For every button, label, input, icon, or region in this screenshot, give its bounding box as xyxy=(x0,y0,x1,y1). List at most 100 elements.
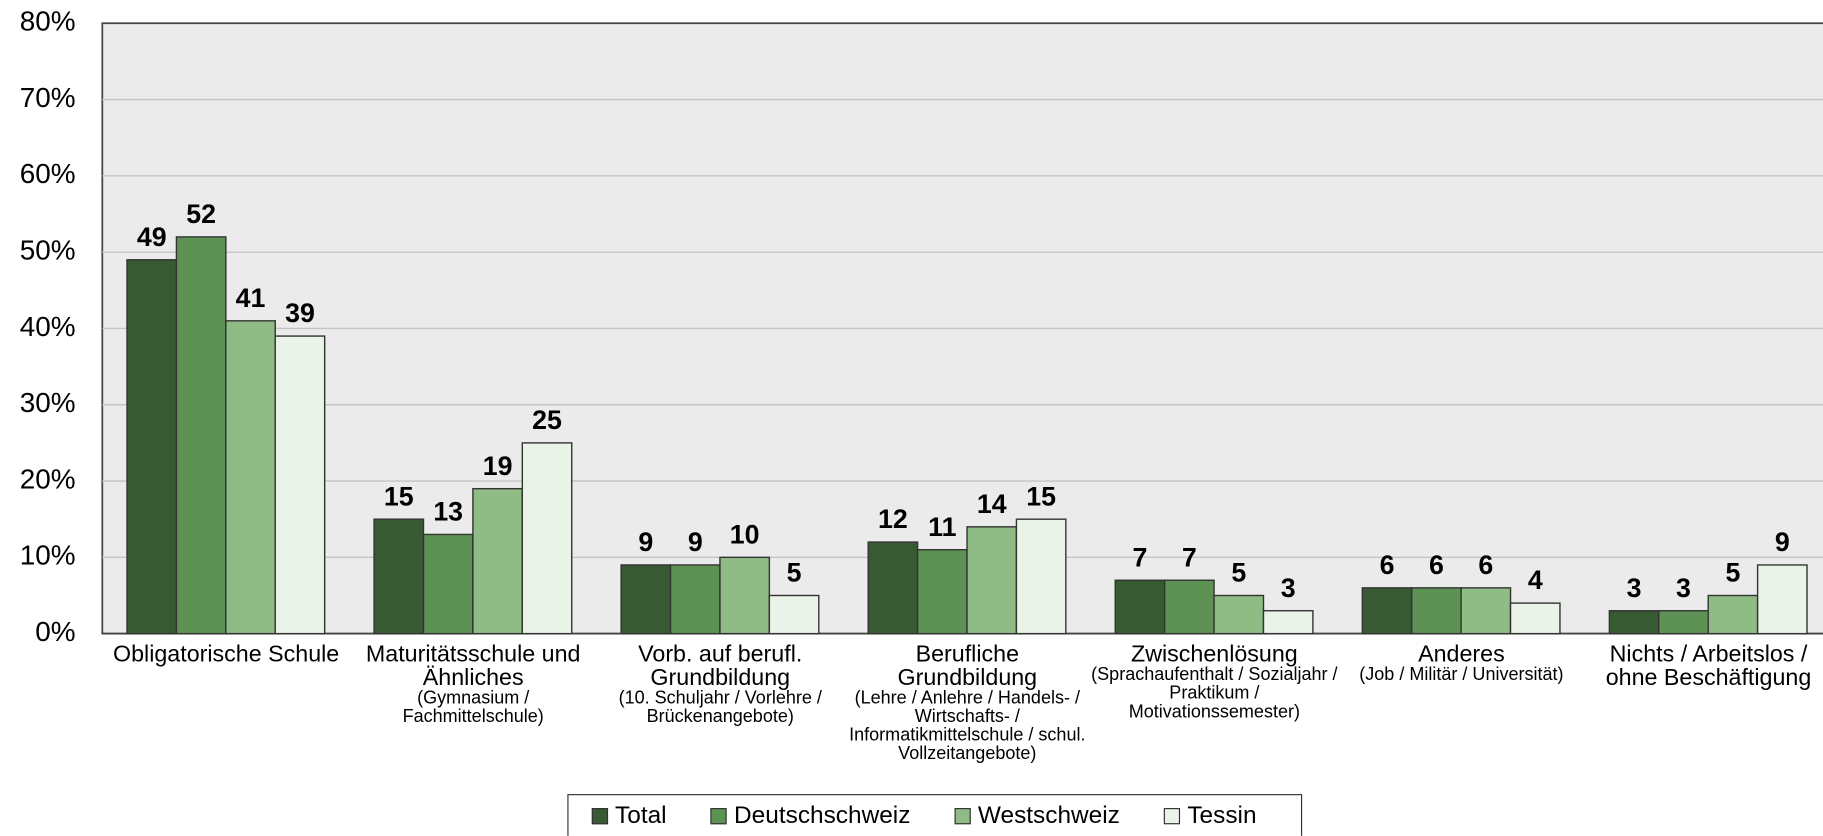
bar xyxy=(1460,587,1512,635)
data-label: 11 xyxy=(928,512,956,542)
legend-swatch xyxy=(591,808,609,825)
data-label: 7 xyxy=(1133,542,1148,572)
legend-swatch xyxy=(954,808,971,825)
category-main: Maturitätsschule und Ähnliches xyxy=(365,641,581,691)
bar xyxy=(1361,587,1413,635)
bar xyxy=(422,533,474,635)
bar xyxy=(225,320,276,635)
data-label: 13 xyxy=(433,497,463,527)
data-label: 25 xyxy=(532,405,562,435)
data-label: 5 xyxy=(1231,558,1246,588)
y-tick-label: 60% xyxy=(20,158,76,189)
bar xyxy=(669,564,721,635)
legend-label: Tessin xyxy=(1187,802,1257,829)
data-label: 3 xyxy=(1281,573,1296,603)
category-label: Zwischenlösung (Sprachaufenthalt / Sozial… xyxy=(1091,643,1337,722)
bar xyxy=(1756,564,1808,635)
category-label: Anderes (Job / Militär / Universität) xyxy=(1338,643,1584,685)
legend-swatch xyxy=(710,808,728,825)
bar xyxy=(521,442,573,635)
y-tick-label: 20% xyxy=(20,463,76,494)
data-label: 12 xyxy=(878,504,908,534)
category-label: Vorb. auf berufl. Grundbildung (10. Schul… xyxy=(597,643,843,727)
data-label: 15 xyxy=(1026,481,1056,511)
legend-entry: Deutschschweiz xyxy=(710,802,911,830)
bar xyxy=(1608,610,1660,635)
legend-entry: Westschweiz xyxy=(954,802,1120,830)
data-label: 9 xyxy=(1775,527,1790,557)
bar xyxy=(175,236,227,635)
bar xyxy=(274,335,326,635)
legend-label: Total xyxy=(615,802,667,829)
category-label: Nichts / Arbeitslos / ohne Beschäftigung xyxy=(1585,643,1823,690)
data-label: 9 xyxy=(638,527,653,557)
data-label: 9 xyxy=(688,527,703,557)
bar xyxy=(373,518,425,635)
bar xyxy=(719,556,771,635)
data-label: 5 xyxy=(787,558,802,588)
data-label: 41 xyxy=(236,283,266,313)
y-tick-label: 80% xyxy=(20,6,76,37)
legend-entry: Tessin xyxy=(1164,802,1257,830)
category-main: Anderes xyxy=(1418,641,1505,668)
data-label: 3 xyxy=(1627,573,1642,603)
data-label: 3 xyxy=(1676,573,1691,603)
data-label: 6 xyxy=(1478,550,1493,580)
data-label: 7 xyxy=(1182,542,1197,572)
bar xyxy=(1411,587,1462,635)
bar xyxy=(1163,579,1215,635)
category-main: Zwischenlösung xyxy=(1130,641,1298,668)
bar xyxy=(1114,579,1166,635)
data-label: 52 xyxy=(186,199,216,229)
legend: Total Deutschschweiz Westschweiz Tessin xyxy=(567,794,1303,836)
category-main: Berufliche Grundbildung xyxy=(897,641,1038,691)
y-tick-label: 30% xyxy=(20,387,76,418)
bar xyxy=(916,549,968,635)
data-label: 5 xyxy=(1725,558,1740,588)
data-label: 10 xyxy=(730,519,760,549)
category-detail: (10. Schuljahr / Vorlehre / Brückenangeb… xyxy=(618,688,822,727)
category-detail: (Job / Militär / Universität) xyxy=(1359,665,1564,685)
category-detail: (Lehre / Anlehre / Handels- / Wirtschaft… xyxy=(849,688,1086,764)
legend-label: Deutschschweiz xyxy=(734,802,911,829)
category-main: Obligatorische Schule xyxy=(113,641,340,668)
bar xyxy=(1658,610,1709,635)
legend-swatch xyxy=(1164,808,1181,825)
bar xyxy=(1509,602,1561,635)
category-label: Obligatorische Schule xyxy=(103,643,349,666)
bar xyxy=(768,594,820,635)
category-label: Maturitätsschule und Ähnliches (Gymnasium… xyxy=(350,643,596,727)
bar xyxy=(620,564,672,635)
data-label: 49 xyxy=(137,222,167,252)
legend-entry: Total xyxy=(591,802,667,830)
data-label: 39 xyxy=(285,298,315,328)
category-label: Berufliche Grundbildung (Lehre / Anlehre … xyxy=(844,643,1090,764)
y-tick-label: 0% xyxy=(35,616,75,647)
bar xyxy=(966,526,1018,635)
bar xyxy=(1015,518,1067,635)
legend-label: Westschweiz xyxy=(977,802,1120,829)
category-main: Nichts / Arbeitslos / ohne Beschäftigung xyxy=(1605,641,1812,691)
bar xyxy=(126,259,178,635)
y-tick-label: 10% xyxy=(20,540,76,571)
data-label: 6 xyxy=(1429,550,1444,580)
data-label: 15 xyxy=(384,481,414,511)
y-tick-label: 40% xyxy=(20,311,76,342)
data-label: 6 xyxy=(1380,550,1395,580)
bar xyxy=(1213,594,1265,635)
bar xyxy=(1262,610,1314,635)
bar xyxy=(1707,594,1759,635)
bar xyxy=(472,487,524,635)
category-detail: (Sprachaufenthalt / Sozialjahr / Praktik… xyxy=(1091,665,1338,722)
bar xyxy=(867,541,919,635)
category-main: Vorb. auf berufl. Grundbildung xyxy=(638,641,803,691)
data-label: 4 xyxy=(1528,565,1543,595)
category-detail: (Gymnasium / Fachmittelschule) xyxy=(402,688,544,727)
data-label: 19 xyxy=(483,451,513,481)
data-label: 14 xyxy=(977,489,1007,519)
y-tick-label: 50% xyxy=(20,235,76,266)
y-tick-label: 70% xyxy=(20,82,76,113)
